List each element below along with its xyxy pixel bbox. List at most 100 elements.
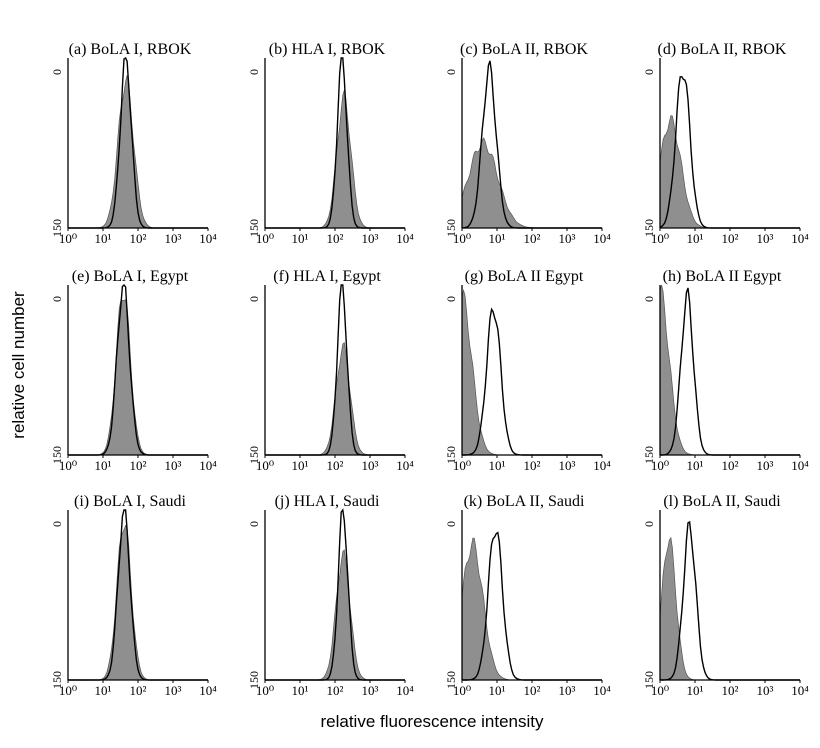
x-tick-label: 10⁴	[396, 231, 414, 246]
y-tick-label: 150	[247, 219, 261, 237]
y-tick-label: 0	[50, 296, 64, 302]
y-tick-label: 150	[642, 446, 656, 464]
x-tick-label: 10²	[722, 458, 739, 473]
y-axis-label: relative cell number	[9, 291, 28, 439]
x-tick-label: 10⁰	[256, 231, 274, 246]
y-tick-label: 0	[247, 69, 261, 75]
x-tick-label: 10⁴	[593, 683, 611, 698]
y-tick-label: 0	[247, 521, 261, 527]
x-tick-label: 10⁰	[453, 683, 471, 698]
y-tick-label: 150	[50, 671, 64, 689]
x-tick-label: 10⁰	[59, 683, 77, 698]
x-tick-label: 10⁴	[199, 683, 217, 698]
x-tick-label: 10⁴	[396, 458, 414, 473]
x-tick-label: 10⁴	[593, 458, 611, 473]
x-tick-label: 10²	[524, 458, 541, 473]
x-tick-label: 10⁰	[59, 458, 77, 473]
y-tick-label: 150	[444, 446, 458, 464]
panel-title: (h) BoLA II Egypt	[663, 268, 782, 285]
x-tick-label: 10²	[327, 231, 344, 246]
x-tick-label: 10³	[362, 683, 379, 698]
x-tick-label: 10¹	[292, 231, 309, 246]
x-tick-label: 10³	[757, 231, 774, 246]
panel-title: (g) BoLA II Egypt	[465, 268, 584, 285]
x-tick-label: 10³	[757, 683, 774, 698]
y-tick-label: 0	[642, 296, 656, 302]
x-tick-label: 10³	[165, 231, 182, 246]
x-tick-label: 10³	[559, 458, 576, 473]
x-tick-label: 10³	[757, 458, 774, 473]
x-tick-label: 10⁴	[199, 231, 217, 246]
x-tick-label: 10⁴	[791, 231, 809, 246]
x-axis-label: relative fluorescence intensity	[320, 712, 544, 731]
x-tick-label: 10¹	[687, 683, 704, 698]
x-tick-label: 10¹	[292, 683, 309, 698]
x-tick-label: 10³	[559, 683, 576, 698]
x-tick-label: 10⁰	[453, 231, 471, 246]
y-tick-label: 0	[50, 521, 64, 527]
x-tick-label: 10⁴	[199, 458, 217, 473]
y-tick-label: 0	[50, 69, 64, 75]
panel-title: (a) BoLA I, RBOK	[69, 41, 192, 58]
x-tick-label: 10¹	[687, 458, 704, 473]
x-tick-label: 10²	[722, 231, 739, 246]
panel-title: (k) BoLA II, Saudi	[464, 493, 585, 510]
x-tick-label: 10⁰	[651, 683, 669, 698]
x-tick-label: 10⁰	[651, 458, 669, 473]
panel-title: (e) BoLA I, Egypt	[72, 268, 189, 285]
y-tick-label: 150	[247, 671, 261, 689]
x-tick-label: 10²	[327, 458, 344, 473]
x-tick-label: 10²	[327, 683, 344, 698]
x-tick-label: 10¹	[489, 458, 506, 473]
y-tick-label: 150	[247, 446, 261, 464]
x-tick-label: 10¹	[95, 683, 112, 698]
x-tick-label: 10⁴	[791, 458, 809, 473]
x-tick-label: 10⁰	[256, 683, 274, 698]
x-tick-label: 10²	[130, 683, 147, 698]
x-tick-label: 10³	[559, 231, 576, 246]
y-tick-label: 0	[444, 69, 458, 75]
x-tick-label: 10³	[165, 683, 182, 698]
x-tick-label: 10⁴	[396, 683, 414, 698]
y-tick-label: 150	[444, 219, 458, 237]
y-tick-label: 0	[444, 521, 458, 527]
panel-title: (j) HLA I, Saudi	[275, 493, 380, 510]
panel-title: (l) BoLA II, Saudi	[663, 493, 781, 510]
x-tick-label: 10²	[722, 683, 739, 698]
y-tick-label: 150	[50, 446, 64, 464]
y-tick-label: 150	[444, 671, 458, 689]
y-tick-label: 150	[642, 219, 656, 237]
x-tick-label: 10⁰	[651, 231, 669, 246]
x-tick-label: 10²	[524, 683, 541, 698]
x-tick-label: 10¹	[95, 231, 112, 246]
x-tick-label: 10⁴	[791, 683, 809, 698]
y-tick-label: 0	[642, 521, 656, 527]
x-tick-label: 10³	[165, 458, 182, 473]
x-tick-label: 10³	[362, 231, 379, 246]
x-tick-label: 10¹	[95, 458, 112, 473]
panel-title: (b) HLA I, RBOK	[269, 41, 386, 58]
x-tick-label: 10⁰	[256, 458, 274, 473]
x-tick-label: 10¹	[292, 458, 309, 473]
y-tick-label: 150	[50, 219, 64, 237]
x-tick-label: 10²	[524, 231, 541, 246]
panel-title: (d) BoLA II, RBOK	[658, 41, 787, 58]
x-tick-label: 10⁴	[593, 231, 611, 246]
x-tick-label: 10²	[130, 231, 147, 246]
x-tick-label: 10¹	[489, 683, 506, 698]
y-tick-label: 0	[642, 69, 656, 75]
